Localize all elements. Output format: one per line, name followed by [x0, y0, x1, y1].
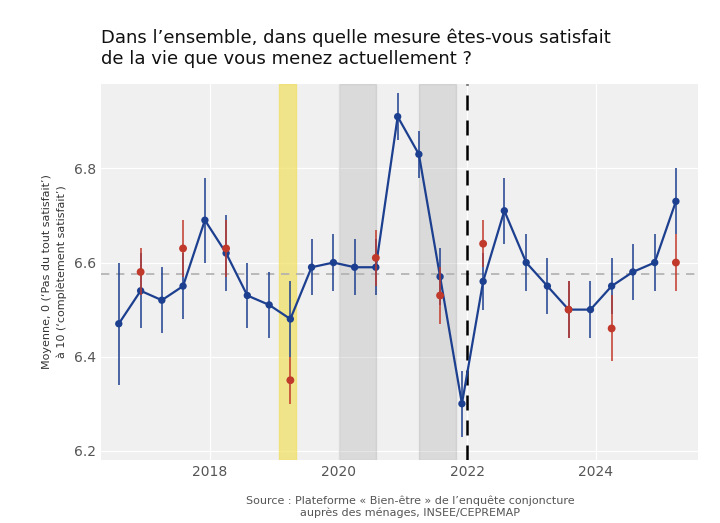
Point [541, 282, 553, 290]
Text: Dans l’ensemble, dans quelle mesure êtes-vous satisfait
de la vie que vous menez: Dans l’ensemble, dans quelle mesure êtes… [101, 29, 611, 68]
Point [670, 258, 682, 267]
Point [477, 240, 489, 248]
Bar [419, 84, 456, 460]
Point [563, 305, 575, 314]
Point [113, 320, 125, 328]
Point [177, 244, 189, 253]
Point [477, 277, 489, 286]
Point [220, 249, 232, 257]
Point [241, 291, 253, 300]
Bar [338, 84, 376, 460]
Point [135, 287, 146, 295]
Point [284, 315, 296, 323]
Point [135, 268, 146, 276]
Point [264, 301, 275, 309]
Point [434, 272, 446, 281]
Point [521, 258, 532, 267]
Point [670, 197, 682, 206]
Point [606, 324, 618, 333]
Point [456, 400, 468, 408]
Point [413, 150, 425, 158]
Point [284, 376, 296, 384]
Point [498, 207, 510, 215]
Point [627, 268, 639, 276]
Text: Source : Plateforme « Bien-être » de l’enquête conjoncture
auprès des ménages, I: Source : Plateforme « Bien-être » de l’e… [246, 495, 575, 518]
Point [649, 258, 660, 267]
Point [177, 282, 189, 290]
Point [606, 282, 618, 290]
Point [392, 112, 403, 121]
Point [563, 305, 575, 314]
Point [370, 254, 382, 262]
Point [199, 216, 211, 224]
Point [349, 263, 361, 271]
Point [370, 263, 382, 271]
Point [434, 291, 446, 300]
Point [156, 296, 168, 304]
Point [585, 305, 596, 314]
Point [220, 244, 232, 253]
Point [306, 263, 318, 271]
Point [328, 258, 339, 267]
Bar [279, 84, 295, 460]
Y-axis label: Moyenne, 0 (‘Pas du tout satisfait’)
à 10 (‘complètement satisfait’): Moyenne, 0 (‘Pas du tout satisfait’) à 1… [42, 175, 67, 369]
